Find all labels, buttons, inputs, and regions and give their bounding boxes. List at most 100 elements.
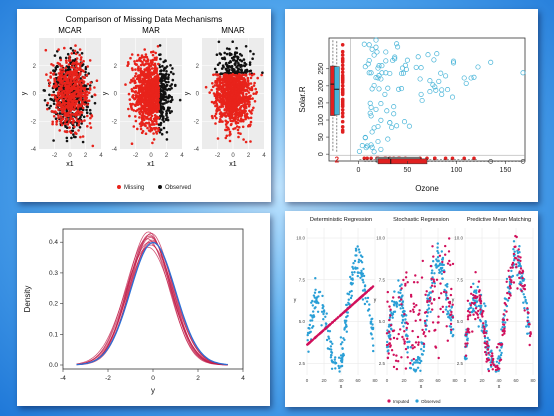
point-missing (60, 116, 63, 119)
point-missing (75, 111, 79, 115)
point-missing (67, 75, 71, 79)
point-observed (238, 52, 242, 56)
point-missing (146, 72, 150, 76)
point-missing (243, 101, 246, 104)
point-observed (373, 37, 379, 43)
point-missing (215, 104, 219, 107)
point-imputed (404, 282, 407, 286)
chart-title: Comparison of Missing Data Mechanisms (66, 14, 223, 24)
point-observed (90, 95, 94, 98)
density-line-imputed (76, 240, 228, 365)
point-missing (234, 105, 237, 109)
point-observed (170, 110, 173, 113)
point-observed (320, 324, 323, 327)
point-missing (214, 100, 218, 104)
point-missing (155, 130, 158, 134)
point-imputed (406, 356, 409, 359)
point-observed (368, 104, 374, 110)
point-missing (218, 108, 221, 112)
point-imputed (464, 354, 468, 357)
facet-title: MAR (142, 26, 160, 35)
point-missing (231, 101, 234, 104)
point-imputed (503, 330, 506, 333)
point-observed (93, 101, 97, 105)
point-missing (134, 109, 138, 113)
point-imputed (402, 278, 405, 282)
point-imputed (420, 276, 424, 279)
point-imputed (394, 359, 398, 362)
point-imputed (479, 302, 482, 305)
point-missing (146, 108, 150, 112)
point-missing (225, 134, 229, 138)
point-observed (70, 136, 73, 140)
point-observed (496, 357, 500, 360)
point-observed (158, 65, 162, 69)
point-missing (216, 137, 220, 140)
point-observed (225, 61, 228, 65)
point-observed (512, 248, 515, 251)
point-observed (448, 316, 451, 319)
point-observed (427, 89, 433, 95)
point-observed (166, 118, 170, 122)
point-observed (320, 310, 324, 313)
point-imputed (438, 254, 442, 257)
point-missing (156, 45, 160, 48)
point-observed (80, 122, 83, 125)
point-observed (396, 86, 402, 92)
point-observed (88, 108, 92, 112)
point-observed (339, 343, 343, 346)
point-imputed (470, 292, 473, 295)
y-tick-label: 2.5 (379, 361, 386, 366)
point-imputed (421, 259, 424, 263)
point-observed (306, 339, 309, 342)
point-imputed (477, 309, 480, 313)
point-observed (364, 297, 367, 300)
point-observed (497, 362, 501, 365)
density-line-imputed (76, 239, 228, 366)
x-axis-label: x (498, 384, 501, 390)
point-missing (70, 92, 74, 96)
point-missing (61, 109, 64, 113)
point-observed (160, 107, 164, 110)
point-missing (66, 102, 69, 105)
point-observed (163, 79, 166, 82)
point-observed (371, 326, 375, 330)
point-missing (155, 122, 159, 126)
point-observed (84, 84, 88, 88)
point-observed (463, 80, 469, 86)
point-missing (89, 116, 92, 120)
point-imputed (432, 255, 435, 258)
point-observed (415, 54, 421, 60)
y-tick-label: 10.0 (454, 236, 463, 241)
point-imputed (492, 364, 496, 367)
point-missing (157, 127, 160, 131)
point-observed (160, 132, 164, 136)
point-missing (56, 101, 59, 105)
point-missing (256, 76, 259, 80)
point-missing (77, 121, 81, 124)
point-observed (317, 295, 320, 298)
point-missing (246, 89, 249, 92)
point-observed (368, 70, 374, 76)
point-imputed (445, 291, 448, 294)
point-missing (218, 99, 222, 103)
point-imputed (505, 310, 508, 313)
point-observed (522, 301, 525, 304)
point-missing (72, 67, 76, 70)
point-missing (93, 93, 97, 97)
point-observed (431, 57, 437, 63)
point-imputed (419, 318, 422, 322)
point-observed (54, 117, 58, 120)
point-observed (339, 365, 342, 368)
point-observed (398, 86, 405, 92)
point-observed (498, 349, 502, 352)
point-observed (431, 281, 434, 285)
point-imputed (446, 339, 449, 342)
point-missing (88, 59, 92, 62)
point-observed (371, 125, 377, 131)
point-observed (332, 361, 335, 364)
point-imputed (412, 281, 416, 284)
point-observed (225, 47, 229, 50)
point-observed (307, 350, 310, 353)
point-missing (57, 108, 60, 111)
